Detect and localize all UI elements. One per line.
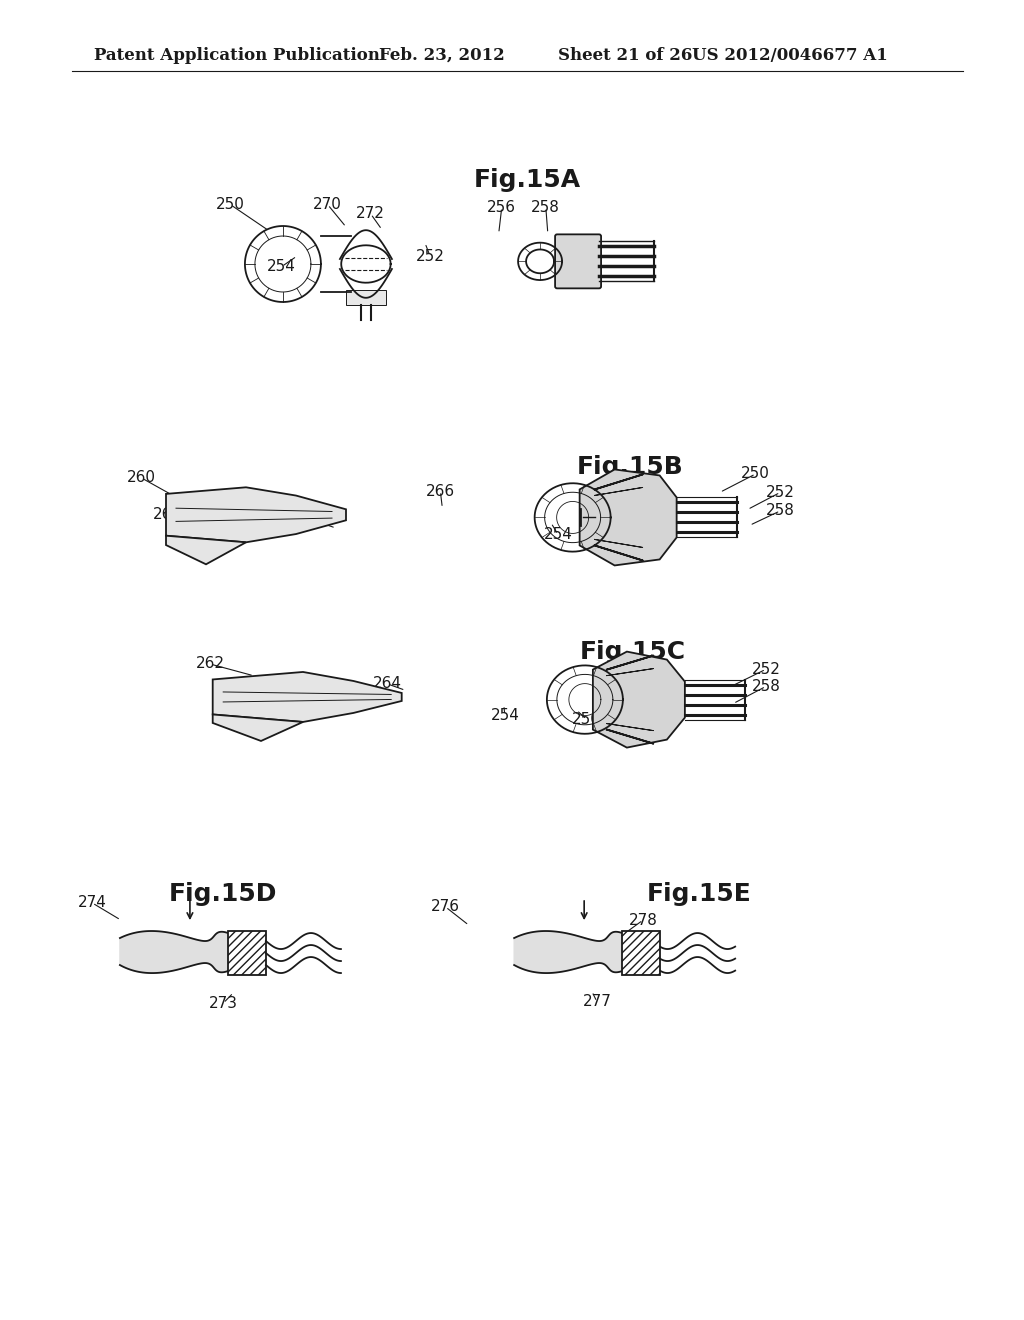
Text: Fig.15B: Fig.15B [577,455,683,479]
Text: 262: 262 [196,656,224,672]
Text: Patent Application Publication: Patent Application Publication [94,48,380,63]
Text: Sheet 21 of 26: Sheet 21 of 26 [558,48,692,63]
Polygon shape [120,931,228,973]
Text: 273: 273 [209,995,238,1011]
Polygon shape [213,714,303,741]
Text: Fig.15E: Fig.15E [647,882,752,906]
Text: Fig.15C: Fig.15C [580,640,686,664]
Text: 264: 264 [298,512,327,528]
Text: 252: 252 [416,248,444,264]
Polygon shape [593,652,685,747]
Text: 258: 258 [531,199,560,215]
Text: 272: 272 [356,206,385,222]
Text: 250: 250 [741,466,770,482]
Text: 260: 260 [127,470,156,486]
Text: 262: 262 [153,507,181,523]
Text: US 2012/0046677 A1: US 2012/0046677 A1 [692,48,888,63]
Text: 258: 258 [766,503,795,519]
Text: 252: 252 [766,484,795,500]
Text: 270: 270 [313,197,342,213]
Text: Fig.15D: Fig.15D [169,882,278,906]
Text: 277: 277 [583,994,611,1010]
Text: 278: 278 [629,912,657,928]
Polygon shape [213,672,401,722]
Polygon shape [580,470,677,565]
Text: 254: 254 [267,259,296,275]
Text: 264: 264 [373,676,401,692]
Text: 252: 252 [752,661,780,677]
Text: Feb. 23, 2012: Feb. 23, 2012 [379,48,505,63]
Text: 254: 254 [490,708,519,723]
Text: 276: 276 [431,899,460,915]
Text: 258: 258 [752,678,780,694]
Text: 254: 254 [544,527,572,543]
Bar [228,931,266,975]
Text: 275: 275 [234,937,263,953]
Text: 279: 279 [629,931,657,946]
Polygon shape [166,487,346,543]
Polygon shape [166,536,246,565]
Text: 250: 250 [572,711,601,727]
Text: Fig.15A: Fig.15A [474,168,581,191]
FancyBboxPatch shape [555,235,601,288]
Text: 250: 250 [216,197,245,213]
Text: 256: 256 [487,199,516,215]
Bar [623,931,660,975]
Polygon shape [514,931,623,973]
Text: 266: 266 [426,483,455,499]
Bar [346,290,386,305]
Text: 274: 274 [78,895,106,911]
